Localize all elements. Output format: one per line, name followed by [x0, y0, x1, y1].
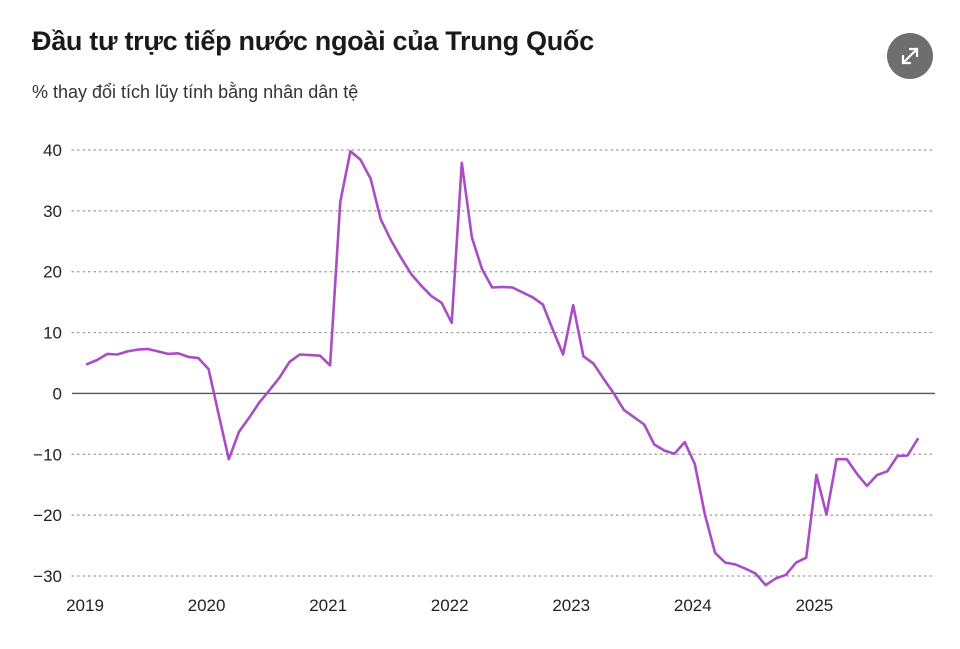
expand-button[interactable] — [887, 33, 933, 79]
y-tick-label: −20 — [33, 506, 62, 525]
x-tick-label: 2019 — [66, 596, 104, 615]
chart-subtitle: % thay đổi tích lũy tính bằng nhân dân t… — [32, 82, 359, 102]
x-tick-label: 2024 — [674, 596, 712, 615]
expand-arrows-icon — [901, 47, 919, 65]
y-tick-label: −30 — [33, 567, 62, 586]
x-tick-label: 2023 — [552, 596, 590, 615]
x-tick-label: 2022 — [431, 596, 469, 615]
y-tick-label: 0 — [53, 384, 62, 403]
y-tick-label: 30 — [43, 202, 62, 221]
series-line — [85, 149, 920, 587]
x-tick-label: 2021 — [309, 596, 347, 615]
y-tick-label: −10 — [33, 445, 62, 464]
x-tick-label: 2020 — [188, 596, 226, 615]
y-tick-label: 20 — [43, 263, 62, 282]
x-tick-label: 2025 — [795, 596, 833, 615]
chart-title: Đầu tư trực tiếp nước ngoài của Trung Qu… — [32, 26, 594, 56]
y-tick-label: 40 — [43, 141, 62, 160]
y-tick-label: 10 — [43, 324, 62, 343]
